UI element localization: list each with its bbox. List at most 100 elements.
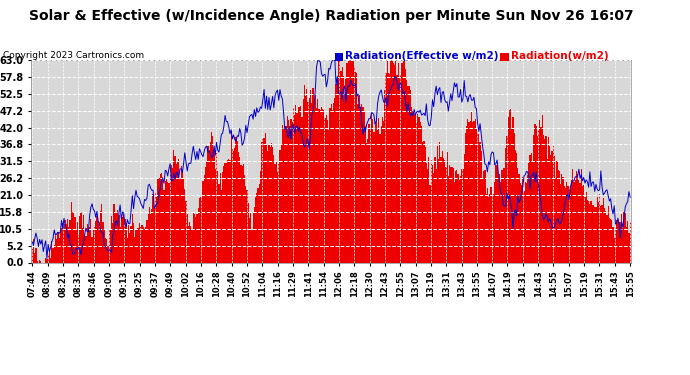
Bar — [565, 188, 566, 262]
Bar — [345, 79, 346, 262]
Bar — [500, 182, 502, 262]
Bar — [134, 237, 135, 262]
Bar — [306, 90, 308, 262]
Bar — [564, 186, 565, 262]
Bar — [219, 173, 221, 262]
Bar — [199, 198, 200, 262]
Bar — [160, 174, 161, 262]
Bar — [466, 126, 467, 262]
Bar — [400, 75, 402, 262]
Bar — [440, 157, 442, 262]
Bar — [239, 157, 240, 262]
Bar — [295, 105, 297, 262]
Bar — [128, 225, 129, 262]
Bar — [244, 175, 245, 262]
Bar — [138, 228, 139, 262]
Bar — [188, 226, 189, 262]
Bar — [442, 151, 443, 262]
Bar — [157, 179, 159, 262]
Bar — [429, 185, 431, 262]
Bar — [473, 121, 475, 262]
Bar — [248, 203, 249, 262]
Bar — [482, 179, 483, 262]
Bar — [356, 73, 357, 262]
Bar — [553, 146, 554, 262]
Bar — [331, 104, 332, 262]
Bar — [558, 170, 559, 262]
Bar — [372, 119, 373, 262]
Bar — [586, 200, 588, 262]
Bar — [370, 129, 371, 262]
Bar — [324, 118, 326, 262]
Bar — [193, 211, 194, 262]
Bar — [427, 169, 428, 262]
Bar — [184, 189, 186, 262]
Bar — [88, 230, 89, 262]
Bar — [495, 165, 497, 262]
Bar — [489, 194, 491, 262]
Bar — [300, 106, 302, 262]
Bar — [518, 174, 520, 262]
Bar — [460, 176, 461, 262]
Bar — [494, 182, 495, 262]
Bar — [66, 224, 67, 262]
Bar — [67, 219, 68, 262]
Bar — [405, 69, 406, 262]
Bar — [327, 120, 328, 262]
Bar — [580, 183, 581, 262]
Bar — [177, 160, 178, 262]
Bar — [317, 99, 318, 262]
Bar — [615, 228, 616, 262]
Bar — [376, 118, 377, 262]
Bar — [338, 60, 339, 262]
Bar — [259, 184, 260, 262]
Text: Radiation(Effective w/m2): Radiation(Effective w/m2) — [345, 51, 498, 61]
Bar — [57, 232, 59, 262]
Bar — [117, 210, 118, 262]
Bar — [388, 74, 389, 262]
Bar — [121, 217, 122, 262]
Bar — [89, 227, 90, 262]
Bar — [443, 158, 444, 262]
Bar — [55, 236, 56, 262]
Bar — [464, 154, 465, 262]
Bar — [386, 60, 388, 262]
Bar — [141, 225, 143, 262]
Bar — [478, 134, 480, 262]
Bar — [364, 112, 365, 262]
Bar — [150, 214, 151, 262]
Bar — [411, 107, 413, 262]
Bar — [284, 126, 286, 262]
Bar — [200, 197, 201, 262]
Bar — [499, 174, 500, 262]
Bar — [555, 178, 556, 262]
Bar — [60, 231, 61, 262]
Bar — [456, 170, 457, 262]
Bar — [168, 183, 170, 262]
Bar — [292, 123, 293, 262]
Bar — [354, 67, 355, 262]
Bar — [148, 214, 149, 262]
Bar — [389, 74, 391, 262]
Bar — [243, 164, 244, 262]
Bar — [179, 179, 181, 262]
Bar — [572, 170, 573, 262]
Bar — [438, 159, 439, 262]
Bar — [276, 160, 277, 262]
Bar — [181, 172, 183, 262]
Bar — [459, 180, 460, 262]
Bar — [299, 107, 300, 262]
Bar — [531, 153, 532, 262]
Bar — [61, 228, 62, 262]
Bar — [476, 129, 477, 262]
Bar — [582, 186, 583, 262]
Bar — [408, 86, 410, 262]
Bar — [595, 207, 597, 262]
Bar — [318, 110, 319, 262]
Bar — [624, 212, 626, 262]
Bar — [581, 169, 582, 262]
Bar — [556, 161, 558, 262]
Bar — [222, 172, 224, 262]
Bar — [539, 120, 540, 262]
Bar — [360, 107, 361, 262]
